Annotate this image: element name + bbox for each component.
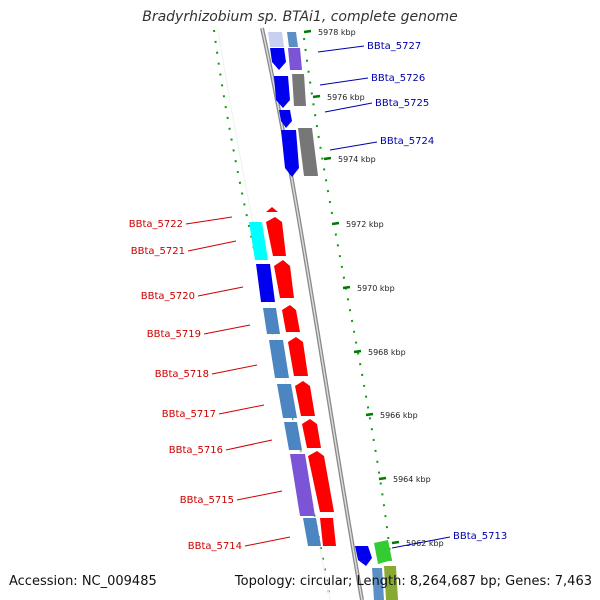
leader-line: [324, 102, 373, 113]
gene-block-5720: [256, 264, 275, 302]
gene-label[interactable]: BBta_5724: [380, 136, 434, 147]
leader-line: [218, 404, 265, 415]
gene-block-5727-b: [287, 32, 298, 47]
scale-label: 5978 kbp: [318, 28, 356, 37]
leader-line: [391, 536, 451, 549]
gene-block-5724-b: [298, 128, 318, 176]
leader-line: [187, 240, 237, 252]
leader-line: [185, 216, 233, 225]
backbone-highlight: [261, 27, 363, 600]
gene-arrow-5720: [274, 260, 294, 298]
scale-tick: [365, 412, 374, 417]
accession-text: Accession: NC_009485: [9, 574, 157, 589]
scale-label: 5964 kbp: [393, 475, 431, 484]
gene-label[interactable]: BBta_5727: [367, 41, 421, 52]
gene-block-5721: [249, 222, 268, 260]
gene-arrow-5719: [282, 305, 300, 332]
gene-block-5713-d: [384, 566, 398, 600]
scale-label: 5972 kbp: [346, 220, 384, 229]
gene-label[interactable]: BBta_5726: [371, 73, 425, 84]
scale-label: 5974 kbp: [338, 155, 376, 164]
scale-label: 5970 kbp: [357, 284, 395, 293]
gene-label[interactable]: BBta_5725: [375, 98, 429, 109]
scale-tick: [378, 476, 387, 481]
leader-line: [211, 364, 258, 375]
gene-label[interactable]: BBta_5717: [162, 409, 216, 420]
leader-line: [203, 324, 251, 335]
scale-tick: [303, 29, 312, 34]
gene-label[interactable]: BBta_5721: [131, 246, 185, 257]
gene-block-5727-c: [288, 48, 302, 70]
gene-block-5718: [269, 340, 289, 378]
gene-arrow-5721: [266, 217, 286, 256]
gene-label[interactable]: BBta_5714: [188, 541, 242, 552]
gene-arrow-5715: [308, 451, 334, 512]
gene-block-5727-a: [268, 32, 284, 47]
scale-tick: [342, 285, 351, 290]
gene-label[interactable]: BBta_5720: [141, 291, 195, 302]
gene-block-5717: [277, 384, 297, 418]
leader-line: [225, 439, 273, 451]
gene-label[interactable]: BBta_5716: [169, 445, 223, 456]
gene-arrow-5725: [279, 110, 292, 128]
gene-label[interactable]: BBta_5719: [147, 329, 201, 340]
scale-label: 5968 kbp: [368, 348, 406, 357]
gene-label[interactable]: BBta_5722: [129, 219, 183, 230]
scale-label: 5966 kbp: [380, 411, 418, 420]
scale-tick: [323, 156, 332, 161]
gene-block-5714: [303, 518, 321, 546]
gene-arrow-5713: [355, 546, 372, 566]
gene-arrow-5716: [302, 419, 321, 448]
leader-line: [236, 490, 283, 501]
gene-block-5726-b: [292, 74, 306, 106]
topology-text: Topology: circular; Length: 8,264,687 bp…: [234, 574, 592, 589]
leader-line: [319, 77, 369, 86]
gene-block-5713-c: [372, 568, 384, 600]
gene-block-5715: [290, 454, 315, 516]
gene-arrow-5722: [266, 207, 278, 212]
scale-label: 5976 kbp: [327, 93, 365, 102]
gene-label[interactable]: BBta_5715: [180, 495, 234, 506]
leader-line: [329, 141, 378, 151]
gene-label[interactable]: BBta_5713: [453, 531, 507, 542]
scale-label: 5962 kbp: [406, 539, 444, 548]
gene-arrow-5724: [281, 130, 299, 177]
scale-tick: [391, 540, 400, 545]
scale-tick: [331, 221, 340, 226]
gene-arrow-5727: [270, 48, 286, 70]
leader-line: [244, 536, 291, 547]
gene-arrow-5726: [274, 76, 290, 108]
gene-block-5716: [284, 422, 302, 450]
scale-tick: [353, 349, 362, 354]
gene-arrow-5714-tail: [320, 518, 336, 546]
leader-line: [197, 286, 244, 297]
gene-block-5713-b: [374, 540, 392, 564]
gene-label[interactable]: BBta_5718: [155, 369, 209, 380]
gene-block-5719: [263, 308, 280, 334]
gene-arrow-5718: [288, 337, 308, 376]
scale-tick: [312, 94, 321, 99]
map-title: Bradyrhizobium sp. BTAi1, complete genom…: [142, 9, 458, 25]
gene-arrow-5717: [295, 381, 315, 416]
leader-line: [317, 45, 365, 53]
